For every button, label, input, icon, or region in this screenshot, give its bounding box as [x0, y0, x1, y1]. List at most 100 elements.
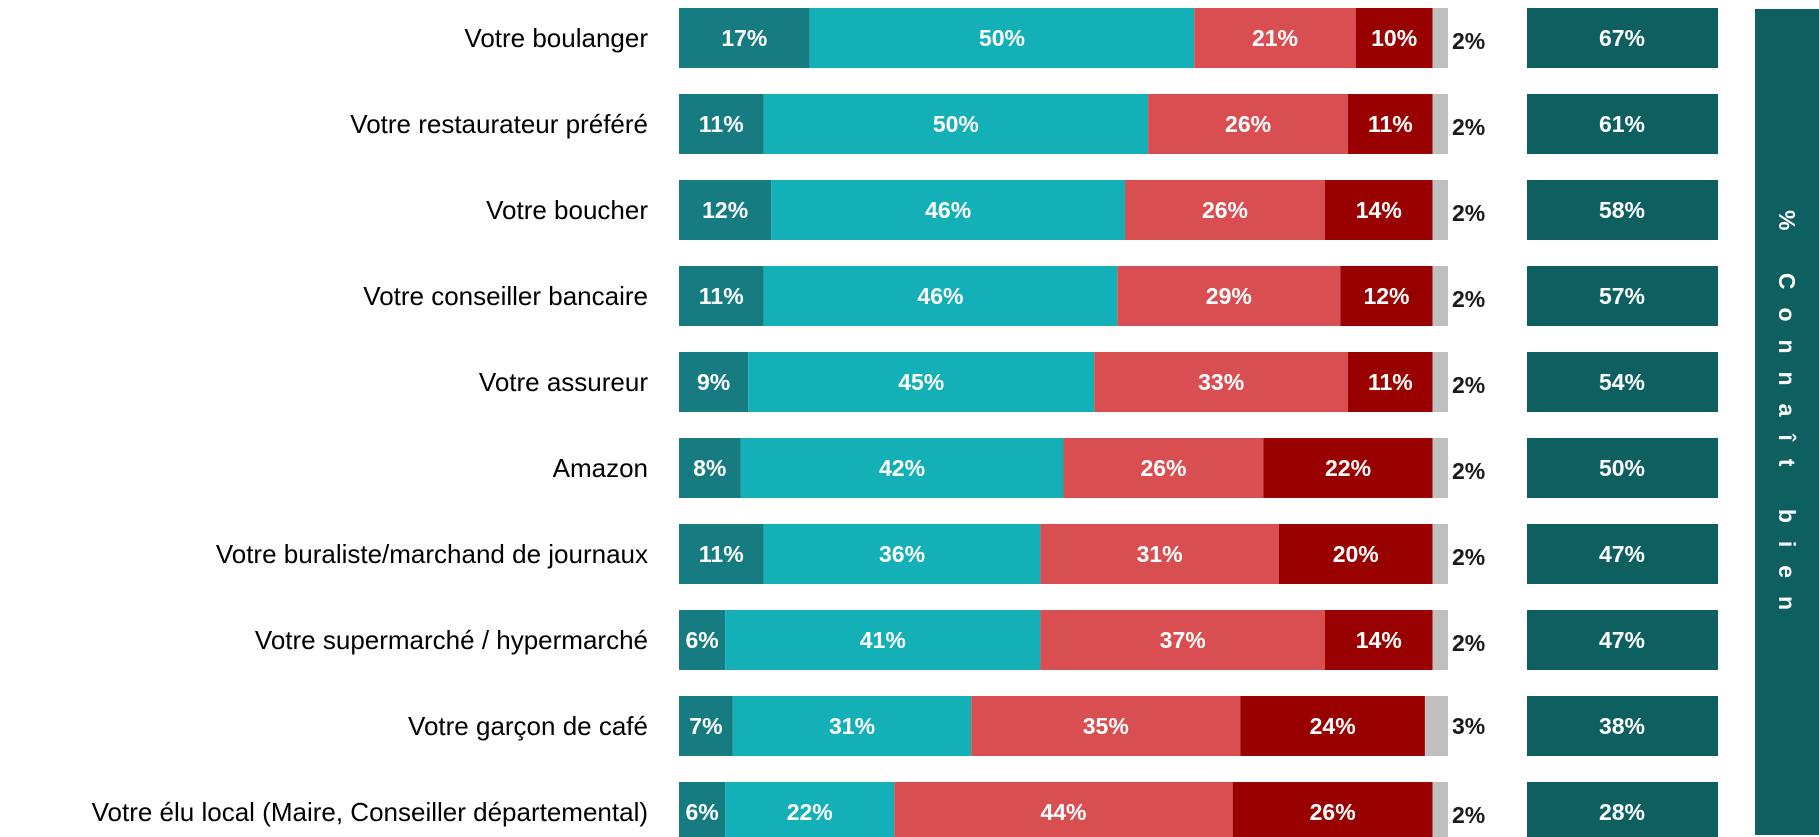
value-label: 35% — [1083, 713, 1129, 739]
value-label: 20% — [1333, 541, 1379, 567]
value-label: 14% — [1356, 197, 1402, 223]
bar-segment — [679, 94, 764, 154]
value-label: 24% — [1310, 713, 1356, 739]
bar-segment — [1432, 438, 1448, 498]
bar-segment — [1240, 696, 1425, 756]
value-label: 36% — [879, 541, 925, 567]
side-box — [1527, 8, 1718, 68]
bar-segment — [679, 782, 726, 837]
bar-segment — [1432, 180, 1448, 240]
category-label: Votre conseiller bancaire — [363, 281, 648, 311]
value-label: 45% — [898, 369, 944, 395]
bar-segment — [894, 782, 1233, 837]
category-label: Votre assureur — [479, 367, 648, 397]
side-value-label: 57% — [1599, 283, 1645, 309]
category-label: Votre restaurateur préféré — [350, 109, 648, 139]
value-label: 21% — [1252, 25, 1298, 51]
value-label: 2% — [1452, 200, 1485, 226]
value-label: 2% — [1452, 544, 1485, 570]
category-label: Votre buraliste/marchand de journaux — [216, 539, 648, 569]
bar-segment — [679, 266, 764, 326]
side-value-label: 61% — [1599, 111, 1645, 137]
bar-segment — [1040, 610, 1325, 670]
value-label: 3% — [1452, 713, 1485, 739]
value-label: 7% — [689, 713, 722, 739]
category-label: Votre boulanger — [464, 23, 648, 53]
bar-segment — [1432, 94, 1448, 154]
side-value-label: 38% — [1599, 713, 1645, 739]
bar-segment — [679, 696, 733, 756]
value-label: 2% — [1452, 372, 1485, 398]
bar-segment — [1432, 782, 1448, 837]
value-label: 2% — [1452, 28, 1485, 54]
category-label: Amazon — [553, 453, 648, 483]
bar-segment — [1194, 8, 1356, 68]
value-label: 6% — [685, 799, 718, 825]
value-label: 2% — [1452, 630, 1485, 656]
side-value-label: 28% — [1599, 799, 1645, 825]
side-box — [1527, 352, 1718, 412]
side-value-label: 67% — [1599, 25, 1645, 51]
bar-segment — [748, 352, 1095, 412]
bar-segment — [1125, 180, 1325, 240]
bar-segment — [1324, 180, 1433, 240]
side-box — [1527, 94, 1718, 154]
bar-segment — [763, 266, 1118, 326]
category-label: Votre élu local (Maire, Conseiller dépar… — [92, 797, 648, 827]
value-label: 2% — [1452, 458, 1485, 484]
value-label: 29% — [1206, 283, 1252, 309]
value-label: 14% — [1356, 627, 1402, 653]
value-label: 10% — [1371, 25, 1417, 51]
value-label: 26% — [1140, 455, 1186, 481]
value-label: 2% — [1452, 286, 1485, 312]
bar-segment — [679, 524, 764, 584]
bar-segment — [1432, 266, 1448, 326]
value-label: 12% — [1363, 283, 1409, 309]
value-label: 26% — [1310, 799, 1356, 825]
bar-segment — [725, 782, 895, 837]
side-box — [1527, 782, 1718, 837]
side-title-box — [1755, 9, 1819, 835]
value-label: 8% — [693, 455, 726, 481]
value-label: 9% — [697, 369, 730, 395]
bar-segment — [1117, 266, 1341, 326]
side-box — [1527, 438, 1718, 498]
category-label: Votre garçon de café — [408, 711, 648, 741]
value-label: 22% — [787, 799, 833, 825]
bar-segment — [1355, 8, 1433, 68]
bar-segment — [1432, 610, 1448, 670]
side-value-label: 54% — [1599, 369, 1645, 395]
side-box — [1527, 180, 1718, 240]
value-label: 37% — [1160, 627, 1206, 653]
bar-segment — [763, 94, 1149, 154]
category-label: Votre boucher — [486, 195, 648, 225]
bar-segment — [1432, 8, 1448, 68]
value-label: 44% — [1040, 799, 1086, 825]
value-label: 26% — [1225, 111, 1271, 137]
bar-segment — [1094, 352, 1349, 412]
value-label: 2% — [1452, 114, 1485, 140]
bar-segment — [679, 438, 741, 498]
bar-segment — [679, 352, 749, 412]
bar-segment — [1063, 438, 1264, 498]
value-label: 50% — [933, 111, 979, 137]
bar-segment — [740, 438, 1064, 498]
value-label: 33% — [1198, 369, 1244, 395]
value-label: 17% — [721, 25, 767, 51]
bar-segment — [1324, 610, 1433, 670]
value-label: 11% — [1368, 111, 1413, 137]
side-box — [1527, 610, 1718, 670]
bar-segment — [679, 180, 772, 240]
side-value-label: 47% — [1599, 541, 1645, 567]
bar-segment — [1432, 352, 1448, 412]
bar-segment — [1424, 696, 1448, 756]
side-box — [1527, 524, 1718, 584]
side-box — [1527, 266, 1718, 326]
value-label: 31% — [1137, 541, 1183, 567]
bar-segment — [971, 696, 1241, 756]
category-label: Votre supermarché / hypermarché — [255, 625, 648, 655]
value-label: 22% — [1325, 455, 1371, 481]
bar-segment — [1432, 524, 1448, 584]
value-label: 12% — [702, 197, 748, 223]
